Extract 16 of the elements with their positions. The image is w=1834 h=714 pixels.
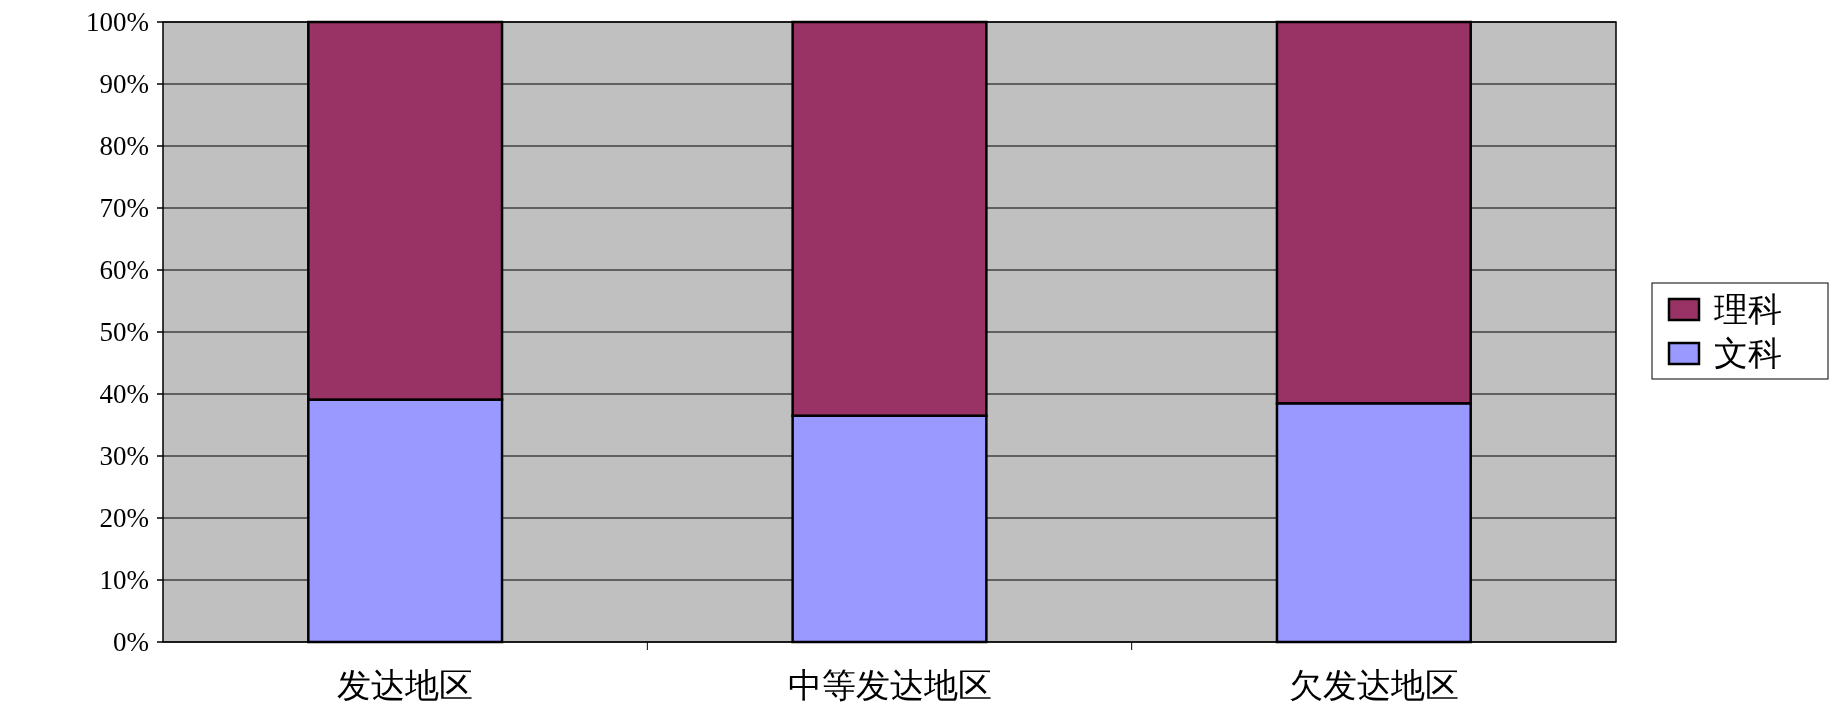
y-tick-label: 10% [99, 565, 149, 595]
y-tick-label: 90% [99, 69, 149, 99]
y-tick-label: 80% [99, 131, 149, 161]
y-tick-label: 20% [99, 503, 149, 533]
legend-label: 理科 [1714, 290, 1782, 328]
y-tick-label: 100% [86, 7, 149, 37]
legend-label: 文科 [1714, 334, 1782, 372]
y-tick-label: 60% [99, 255, 149, 285]
y-tick-label: 70% [99, 193, 149, 223]
y-tick-label: 40% [99, 379, 149, 409]
y-tick-label: 0% [113, 627, 149, 657]
x-tick-label: 欠发达地区 [1288, 667, 1459, 704]
y-tick-label: 50% [99, 317, 149, 347]
x-tick-label: 中等发达地区 [787, 667, 992, 704]
x-tick-label: 发达地区 [337, 667, 474, 704]
y-tick-label: 30% [99, 441, 149, 471]
